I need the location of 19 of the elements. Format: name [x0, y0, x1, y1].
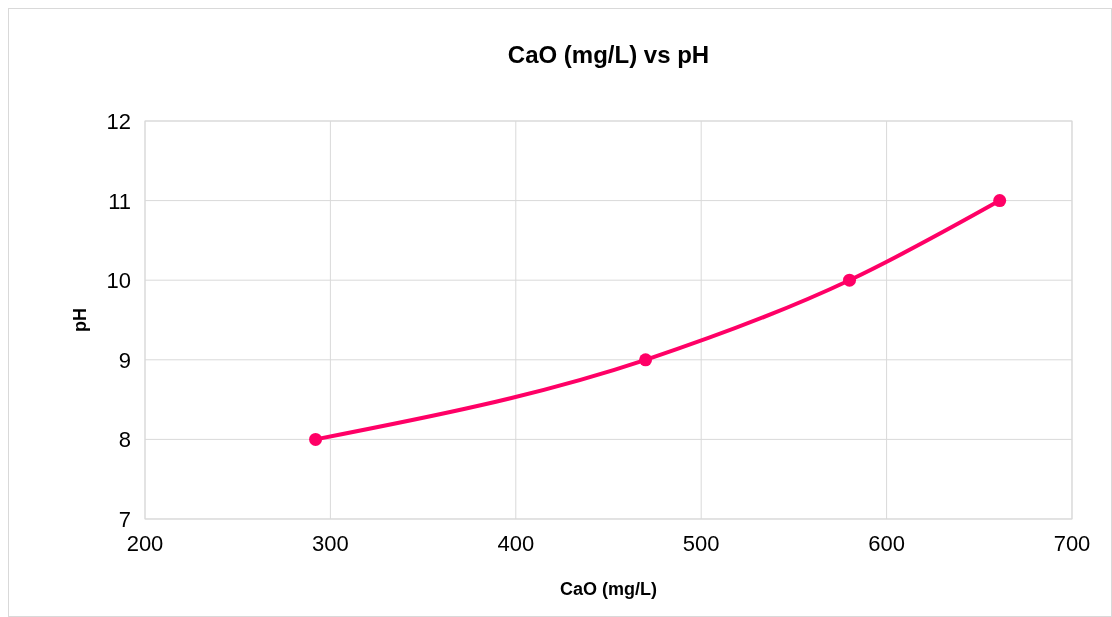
y-tick-label: 11: [108, 188, 131, 214]
y-tick-label: 7: [118, 507, 131, 532]
y-tick-label: 12: [106, 109, 131, 134]
x-tick-label: 300: [312, 531, 349, 556]
y-tick-label: 8: [118, 427, 131, 453]
point: [639, 353, 653, 367]
point: [309, 432, 323, 446]
x-axis-title: CaO (mg/L): [560, 579, 657, 599]
point: [993, 194, 1007, 208]
x-tick-label: 600: [868, 531, 905, 556]
x-tick-label: 400: [497, 531, 535, 556]
y-tick-label: 10: [106, 268, 131, 294]
x-tick-label: 700: [1053, 531, 1091, 556]
x-tick-label: 500: [682, 531, 720, 556]
chart-title: CaO (mg/L) vs pH: [507, 41, 710, 68]
point: [843, 273, 857, 287]
y-tick-label: 9: [118, 347, 131, 373]
y-axis-title: pH: [70, 308, 90, 332]
x-tick-label: 200: [126, 531, 164, 556]
